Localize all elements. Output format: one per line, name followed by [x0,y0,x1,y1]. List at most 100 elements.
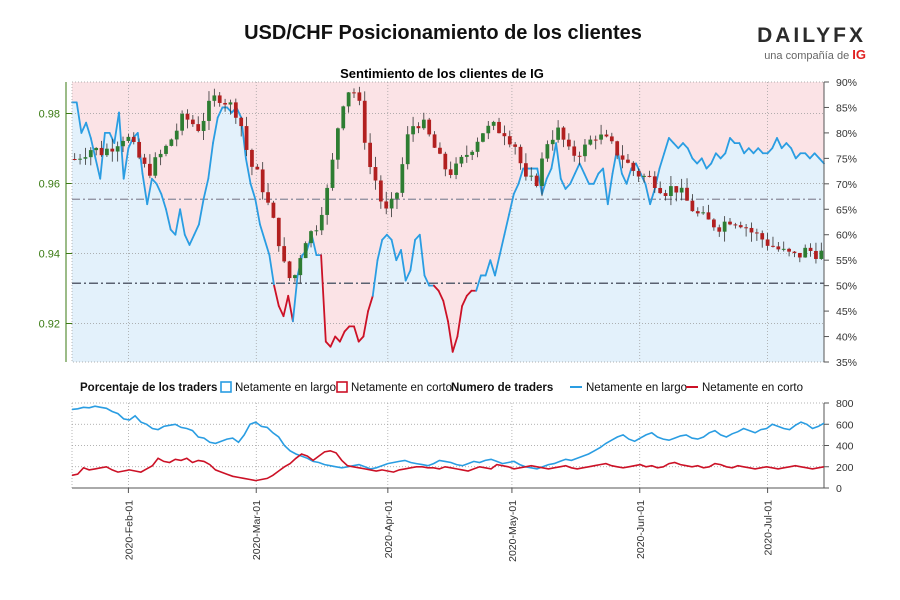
sentiment-segment [160,193,167,211]
candle-body [105,148,109,156]
sentiment-segment [498,233,506,256]
sentiment-segment [780,142,788,150]
candle-body [99,147,104,156]
candle-body [384,201,389,209]
candle-body [260,169,265,193]
y2-tick-label: 60% [836,230,857,242]
candle-body [604,134,609,137]
sentiment-segment [456,305,464,338]
legend-pct-long: Netamente en largo [235,382,336,394]
candle-body [685,187,689,201]
sentiment-segment [696,157,703,165]
candle-body [405,134,410,165]
ig-logo-mark: IG [852,47,866,62]
candle-body [276,217,281,247]
sentiment-segment [639,172,647,185]
candle-body [148,163,152,176]
sentiment-segment [329,335,337,348]
candle-body [131,136,136,142]
candle-body [94,147,99,151]
sentiment-segment [465,289,473,297]
sentiment-segment [658,152,666,170]
candle-body [652,176,657,188]
sentiment-segment [682,142,689,150]
candle-body [223,102,227,105]
candle-body [674,186,679,193]
candle-body [352,92,356,94]
sentiment-segment [724,137,731,155]
legend-num-title: Numero de traders [451,382,553,394]
y2-tick-label: 45% [836,306,857,318]
long-zone-fill [72,102,824,363]
candle-body [491,121,496,126]
candle-body [658,187,663,194]
candle-body [706,212,711,220]
sentiment-segment [259,223,266,241]
sentiment-segment [362,310,370,338]
candle-body [164,145,168,154]
sentiment-segment [545,167,553,180]
y2-tick-label: 70% [836,179,857,191]
page-title: USD/CHF Posicionamiento de los clientes [244,22,642,44]
sentiment-segment [757,147,764,155]
sentiment-segment [447,320,454,353]
sentiment-segment [207,142,214,180]
candle-body [744,227,748,229]
candle-body [577,155,582,157]
traders-count-panel: 2020-Feb-01 2020-Mar-01 2020-Apr-01 2020-Ma… [71,398,854,562]
candle-body [319,214,324,231]
price-panel: 0.92 0.94 0.96 0.98 35% 40% 45% 50% 55% 60% 65% 70%… [39,77,857,369]
candle-body [819,250,824,259]
legend-long-swatch [220,381,232,393]
sentiment-segment [423,274,431,287]
sentiment-segment [766,147,774,155]
candle-body [411,126,415,135]
sentiment-segment [663,137,670,155]
sentiment-segment [738,142,745,155]
sentiment-segment [432,284,440,292]
sentiment-segment [150,177,158,185]
sentiment-segment [324,340,332,348]
sentiment-segment [574,162,581,175]
sentiment-segment [254,198,261,226]
candle-body [88,150,93,158]
sentiment-segment [202,177,210,200]
candle-body [158,153,163,158]
y2-tick-label: 65% [836,204,857,216]
y2-tick-label: 80% [836,128,857,140]
candle-body [626,159,630,163]
candle-body [126,136,131,141]
candle-body [309,231,313,244]
candle-body [357,92,362,101]
sentiment-segment [113,111,120,144]
sentiment-segment [602,167,609,206]
sentiment-segment [291,274,299,323]
sentiment-segment [555,142,562,180]
candle-body [502,133,507,137]
sentiment-segment [197,198,205,226]
sentiment-segment [357,335,365,343]
traders-tick-label: 0 [836,483,842,495]
sentiment-segment [809,152,816,160]
candle-body [470,151,475,155]
candle-body [142,157,147,164]
candle-body [421,119,426,129]
sentiment-segment [715,152,722,160]
x-tick-label: 2020-Apr-01 [383,500,395,559]
sentiment-segment [226,106,233,114]
candle-body [228,102,233,105]
sentiment-segment [85,121,92,139]
sentiment-segment [818,157,825,165]
candle-body [497,121,501,134]
sentiment-segment [578,162,586,175]
candle-body [427,119,432,135]
candle-body [679,187,684,193]
sentiment-segment [75,101,83,134]
y-tick-label: 0.92 [39,319,60,331]
candle-body [733,224,738,226]
candle-body [72,159,77,160]
y2-tick-label: 35% [836,357,857,369]
sentiment-segment [169,228,177,236]
sentiment-segment [672,142,680,150]
sentiment-segment [268,254,276,287]
